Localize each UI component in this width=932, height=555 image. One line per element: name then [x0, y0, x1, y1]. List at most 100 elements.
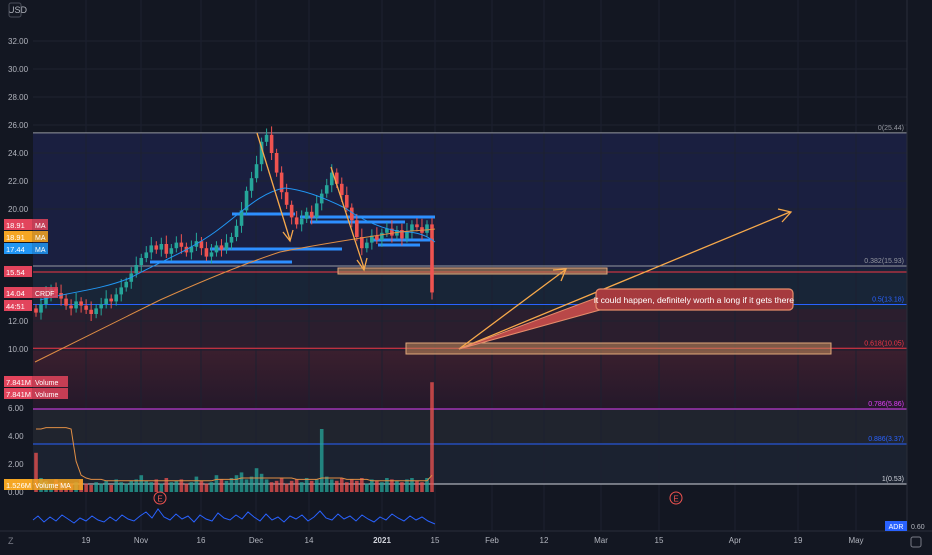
price-badge-tag — [32, 243, 48, 254]
candle-body — [74, 301, 78, 309]
callout-box[interactable] — [595, 288, 794, 311]
price-badge-value: 18.91 — [6, 233, 25, 242]
volume-bar — [164, 478, 169, 492]
volume-bar — [410, 478, 414, 492]
price-badge-tag — [32, 479, 83, 490]
price-badge — [4, 266, 32, 277]
volume-bar — [269, 482, 274, 492]
volume-bar — [400, 482, 404, 492]
price-badge-value: 17.44 — [6, 245, 25, 254]
price-badge — [4, 231, 32, 242]
volume-bar — [375, 480, 379, 492]
x-tick-label: 15 — [431, 536, 440, 545]
candle-body — [249, 178, 254, 191]
candle-body — [274, 153, 279, 173]
candle-body — [334, 172, 339, 184]
price-badge-value: 44:51 — [6, 302, 25, 311]
ma-slow-line — [34, 228, 436, 363]
price-badge-tag — [32, 231, 48, 242]
price-badge-tag — [32, 219, 48, 230]
volume-bar — [334, 480, 339, 492]
volume-bar — [274, 480, 279, 492]
price-badge — [4, 219, 32, 230]
arrow-up-1 — [458, 269, 566, 350]
volume-tick-label: 6.00 — [8, 404, 24, 413]
volume-bar — [84, 483, 88, 492]
earnings-marker[interactable] — [669, 491, 683, 505]
candle-body — [405, 231, 409, 239]
price-badge-tag-label: MA — [35, 247, 46, 254]
price-badge-value: 14.04 — [6, 289, 25, 298]
candle-body — [319, 193, 324, 204]
candle-body — [385, 228, 389, 233]
earnings-marker[interactable] — [153, 491, 167, 505]
fib-level-label: 0.5(13.18) — [872, 296, 904, 303]
volume-bar — [154, 479, 159, 492]
volume-bar — [249, 476, 254, 492]
candle-body — [324, 185, 329, 194]
price-badge-tag-label: Volume — [35, 392, 58, 399]
candle-body — [104, 298, 108, 305]
candle-body — [169, 248, 174, 254]
candle-body — [229, 237, 234, 243]
candle-body — [124, 281, 129, 288]
volume-bar — [385, 478, 389, 492]
candle-body — [400, 230, 404, 239]
x-axis: 19 Nov 16 Dec 14 2021 15 Feb 12 Mar 15 Apr 19 May — [82, 536, 864, 545]
volume-bar — [405, 479, 409, 492]
target-zone-lower — [405, 342, 832, 355]
candle-body — [144, 252, 149, 258]
volume-bar — [344, 482, 349, 492]
volume-bar — [314, 479, 319, 492]
candle-body — [154, 245, 159, 250]
candle-body — [94, 308, 98, 314]
fib-level-label: 0.382(15.93) — [864, 258, 904, 265]
candle-body — [239, 210, 244, 226]
candle-body — [289, 204, 294, 218]
volume-bar — [420, 482, 424, 492]
price-badge-tag — [32, 376, 68, 387]
x-tick-label: Dec — [249, 536, 263, 545]
candle-body — [269, 134, 274, 153]
fib-level-label: 0(25.44) — [878, 125, 904, 132]
candle-body — [344, 195, 349, 208]
price-badge-tag-label: Volume — [35, 380, 58, 387]
volume-bar — [329, 479, 334, 492]
volume-bar — [299, 482, 304, 492]
candle-body — [174, 242, 179, 249]
callout-text: it could happen, definitely worth a long… — [594, 295, 794, 305]
chevron-down-icon[interactable] — [8, 2, 22, 18]
volume-bar — [349, 479, 354, 492]
candle-body — [360, 237, 364, 249]
candle-body — [44, 294, 48, 305]
adr-badge-label: ADR — [889, 524, 904, 531]
candle-body — [39, 304, 43, 313]
y-tick-label: 26.00 — [8, 121, 29, 130]
volume-bar — [224, 480, 229, 492]
fib-level-label: 0.886(3.37) — [868, 436, 904, 443]
volume-bar — [294, 479, 299, 492]
volume-bar — [380, 482, 384, 492]
candle-body — [159, 244, 164, 250]
candle-body — [309, 211, 314, 218]
candle-body — [64, 298, 68, 306]
x-tick-label: 2021 — [373, 536, 391, 545]
price-badge-value: 1.526M — [6, 481, 31, 490]
price-badge-value: 18.91 — [6, 221, 25, 230]
y-tick-label: 12.00 — [8, 317, 29, 326]
volume-bar — [139, 475, 144, 492]
target-zone-upper — [337, 267, 608, 275]
price-badge-tag — [32, 388, 68, 399]
candle-body — [164, 244, 169, 254]
volume-bar — [259, 473, 264, 492]
volume-bar — [264, 479, 269, 492]
volume-bar — [194, 476, 199, 492]
candle-body — [234, 225, 239, 237]
volume-bar — [134, 479, 139, 492]
x-tick-label: 12 — [540, 536, 549, 545]
candle-body — [199, 241, 204, 249]
volume-bar — [370, 479, 374, 492]
settings-gear-icon[interactable] — [910, 536, 922, 548]
candle-body — [114, 294, 119, 302]
